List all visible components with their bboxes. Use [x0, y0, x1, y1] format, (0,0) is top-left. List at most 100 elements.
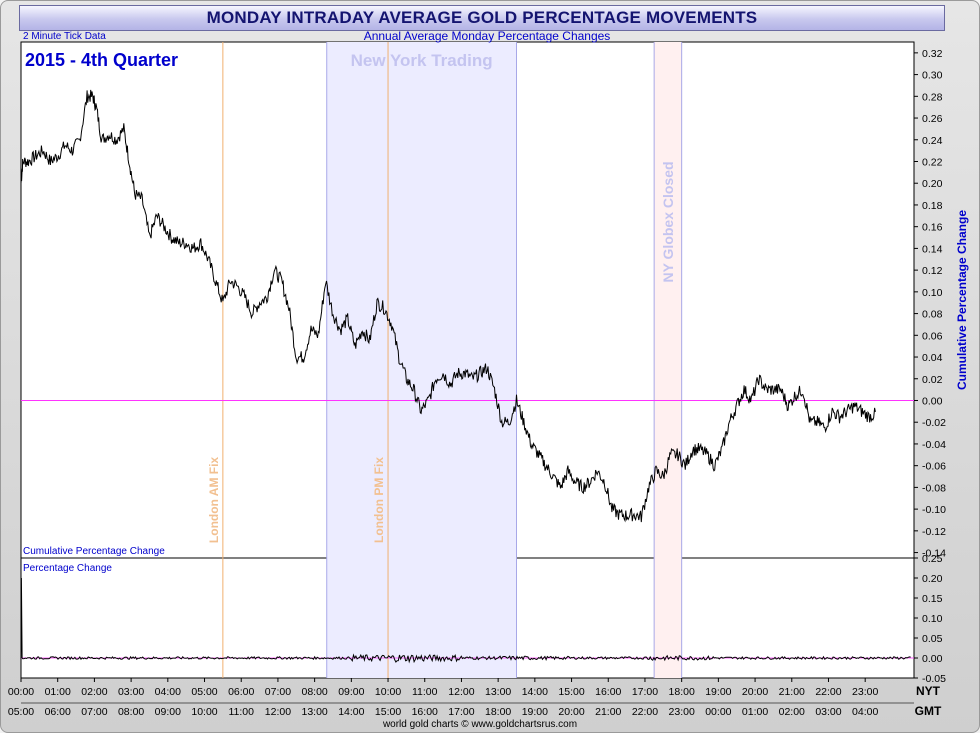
y-tick-label: 0.00: [922, 395, 943, 407]
y-tick-label: 0.24: [922, 135, 943, 147]
x-tick-label-gmt: 07:00: [81, 706, 107, 718]
ny-trading-label: New York Trading: [351, 51, 493, 70]
y-tick-label: 0.14: [922, 243, 943, 255]
x-tick-label-gmt: 22:00: [632, 706, 658, 718]
y-tick-label: -0.10: [922, 504, 946, 516]
y-tick-label: 0.15: [922, 593, 943, 605]
x-tick-label-gmt: 20:00: [558, 706, 584, 718]
y-tick-label: 0.26: [922, 113, 943, 125]
y-tick-label: 0.04: [922, 352, 943, 364]
x-tick-label-gmt: 08:00: [118, 706, 144, 718]
band-top: [326, 42, 517, 558]
globex-closed-label: NY Globex Closed: [660, 161, 676, 282]
timezone-bottom: GMT: [915, 704, 942, 718]
y-tick-label: 0.10: [922, 287, 943, 299]
y-tick-label: 0.02: [922, 374, 943, 386]
x-tick-label-gmt: 12:00: [265, 706, 291, 718]
x-tick-label-nyt: 21:00: [779, 686, 805, 698]
x-tick-label-gmt: 19:00: [522, 706, 548, 718]
bottom-y-axis: 0.25 0.20 0.15 0.10 0.05 0.00 -0.05: [914, 553, 946, 685]
x-axis: 00:00 05:00 01:00 06:00 02:00 07:00 03:00 08:00…: [8, 678, 914, 718]
x-tick-label-nyt: 08:00: [301, 686, 327, 698]
x-tick-label-nyt: 22:00: [815, 686, 841, 698]
y-tick-label: 0.28: [922, 91, 943, 103]
x-tick-label-nyt: 07:00: [265, 686, 291, 698]
bottom-panel-label: Percentage Change: [23, 563, 112, 574]
band-bottom: [654, 558, 682, 678]
x-tick-label-nyt: 02:00: [81, 686, 107, 698]
x-tick-label-nyt: 04:00: [155, 686, 181, 698]
x-tick-label-nyt: 03:00: [118, 686, 144, 698]
x-tick-label-gmt: 04:00: [852, 706, 878, 718]
timezone-top: NYT: [916, 684, 941, 698]
y-tick-label: -0.04: [922, 439, 946, 451]
y-tick-label: 0.20: [922, 178, 943, 190]
y-tick-label: 0.22: [922, 156, 943, 168]
y-tick-label: 0.30: [922, 70, 943, 82]
y-tick-label: 0.08: [922, 309, 943, 321]
y-tick-label: -0.06: [922, 461, 946, 473]
y-axis-title: Cumulative Percentage Change: [955, 210, 969, 390]
tick-note: 2 Minute Tick Data: [23, 31, 106, 42]
cumulative-series-line: [20, 89, 876, 523]
band-bottom: [326, 558, 517, 678]
x-tick-label-nyt: 12:00: [448, 686, 474, 698]
x-tick-label-gmt: 06:00: [45, 706, 71, 718]
y-tick-label: 0.25: [922, 553, 943, 565]
y-tick-label: 0.05: [922, 633, 943, 645]
x-tick-label-gmt: 05:00: [8, 706, 34, 718]
footer-credit: world gold charts © www.goldchartsrus.co…: [382, 719, 577, 730]
x-tick-label-gmt: 14:00: [338, 706, 364, 718]
y-tick-label: 0.00: [922, 653, 943, 665]
x-tick-label-gmt: 09:00: [155, 706, 181, 718]
y-tick-label: 0.20: [922, 573, 943, 585]
change-series-line: [20, 577, 911, 664]
y-tick-label: 0.10: [922, 613, 943, 625]
y-tick-label: 0.18: [922, 200, 943, 212]
x-tick-label-nyt: 20:00: [742, 686, 768, 698]
y-tick-label: -0.14: [922, 548, 946, 560]
x-tick-label-nyt: 09:00: [338, 686, 364, 698]
london-pm-fix-label: London PM Fix: [372, 457, 386, 543]
top-y-axis: 0.32 0.30 0.28 0.26 0.24 0.22 0.20 0.18 0.16 0.14…: [914, 48, 946, 560]
period-label: 2015 - 4th Quarter: [25, 50, 178, 70]
y-tick-label: -0.12: [922, 526, 946, 538]
top-panel-label: Cumulative Percentage Change: [23, 546, 165, 557]
x-tick-label-nyt: 19:00: [705, 686, 731, 698]
x-tick-label-nyt: 06:00: [228, 686, 254, 698]
x-tick-label-gmt: 00:00: [705, 706, 731, 718]
band-top: [654, 42, 682, 558]
x-tick-label-nyt: 10:00: [375, 686, 401, 698]
x-tick-label-nyt: 01:00: [45, 686, 71, 698]
y-tick-label: -0.08: [922, 482, 946, 494]
x-tick-label-nyt: 14:00: [522, 686, 548, 698]
x-tick-label-gmt: 21:00: [595, 706, 621, 718]
x-tick-label-gmt: 10:00: [191, 706, 217, 718]
x-tick-label-gmt: 15:00: [375, 706, 401, 718]
y-tick-label: 0.06: [922, 330, 943, 342]
x-tick-label-nyt: 15:00: [558, 686, 584, 698]
x-tick-label-gmt: 03:00: [815, 706, 841, 718]
x-tick-label-nyt: 11:00: [412, 686, 438, 698]
x-tick-label-gmt: 13:00: [301, 706, 327, 718]
london-am-fix-label: London AM Fix: [207, 457, 221, 544]
chart-title: MONDAY INTRADAY AVERAGE GOLD PERCENTAGE …: [206, 8, 758, 27]
x-tick-label-gmt: 01:00: [742, 706, 768, 718]
fix-lines-layer: London AM Fix London PM Fix: [207, 42, 389, 678]
x-tick-label-nyt: 05:00: [191, 686, 217, 698]
x-tick-label-gmt: 11:00: [228, 706, 254, 718]
y-tick-label: -0.05: [922, 673, 946, 685]
title-bar: MONDAY INTRADAY AVERAGE GOLD PERCENTAGE …: [19, 5, 945, 31]
chart-subtitle: Annual Average Monday Percentage Changes: [364, 29, 611, 43]
x-tick-label-nyt: 23:00: [852, 686, 878, 698]
x-tick-label-gmt: 16:00: [412, 706, 438, 718]
x-tick-label-gmt: 02:00: [779, 706, 805, 718]
y-tick-label: -0.02: [922, 417, 946, 429]
y-tick-label: 0.32: [922, 48, 943, 60]
y-tick-label: 0.16: [922, 222, 943, 234]
x-tick-label-gmt: 17:00: [448, 706, 474, 718]
x-tick-label-nyt: 13:00: [485, 686, 511, 698]
x-tick-label-nyt: 18:00: [669, 686, 695, 698]
x-tick-label-gmt: 23:00: [669, 706, 695, 718]
